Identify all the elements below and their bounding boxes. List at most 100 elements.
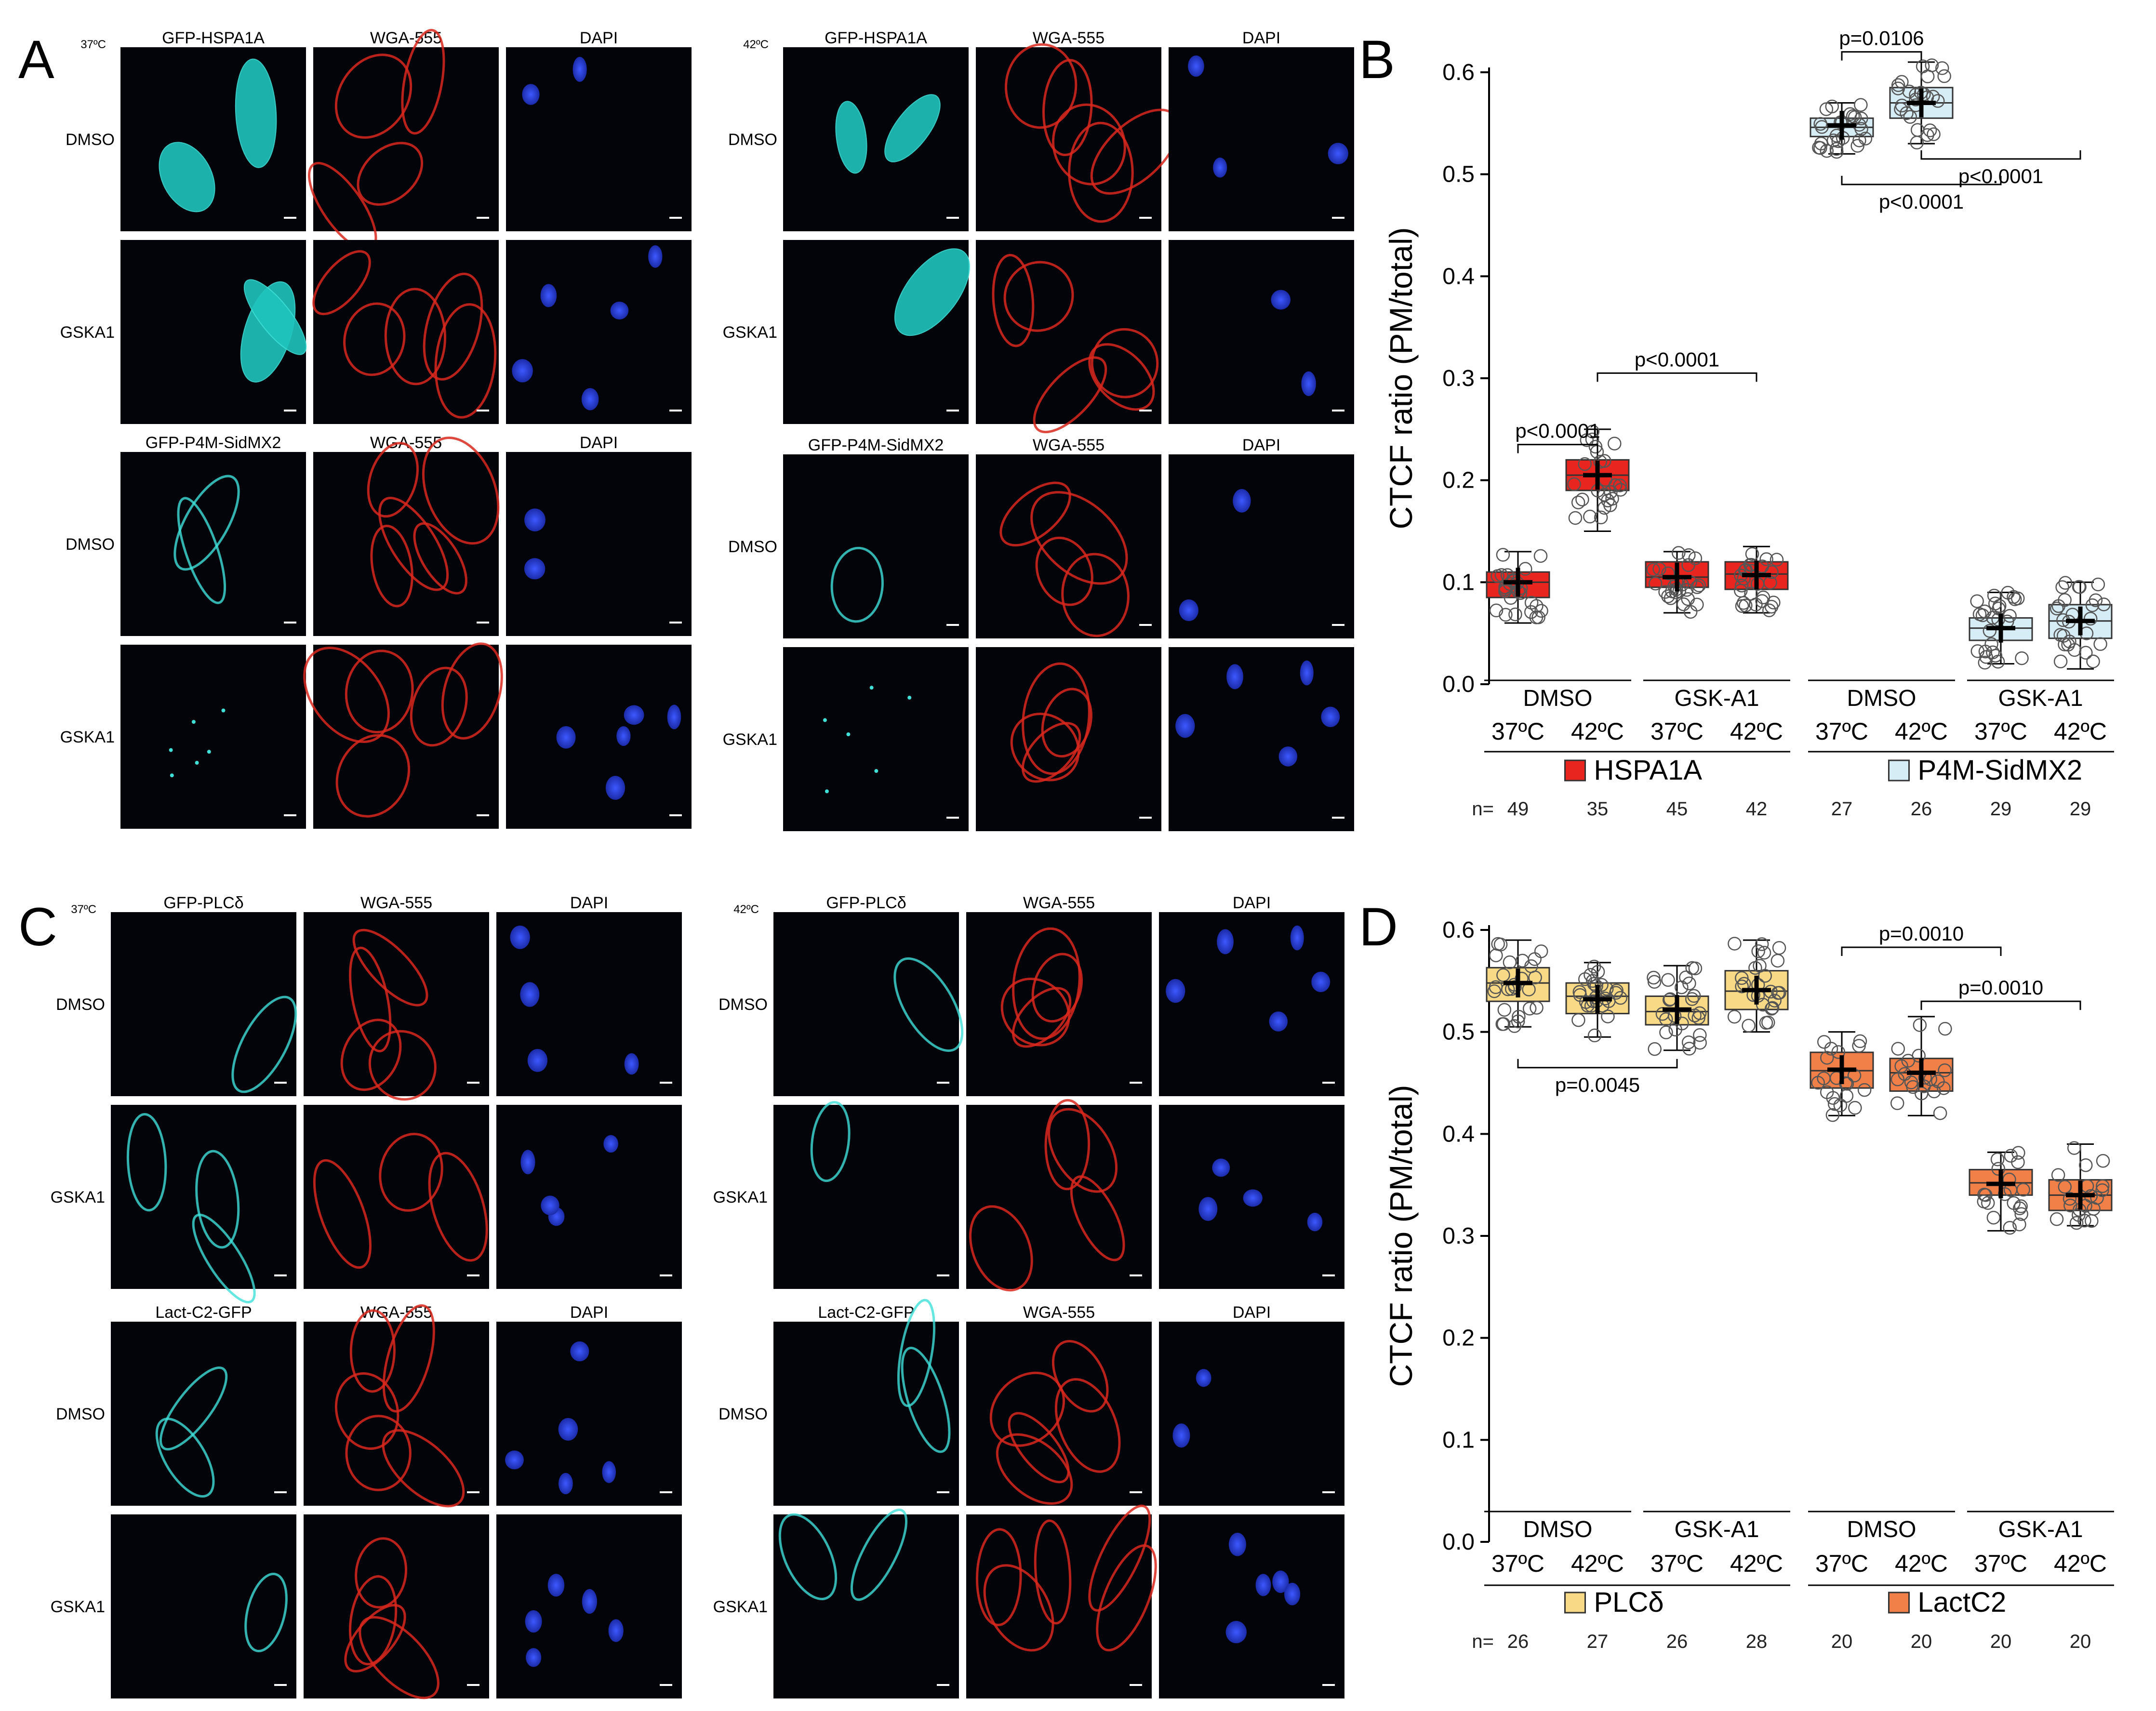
data-point	[1613, 991, 1628, 1005]
data-point	[2083, 611, 2098, 626]
data-point	[1817, 1035, 1831, 1049]
data-point	[1728, 937, 1742, 951]
p-value-label: p=0.0106	[1839, 27, 1924, 50]
data-point	[2015, 651, 2029, 665]
micrograph-image	[111, 1514, 296, 1698]
temperature-tick-label: 42ºC	[1571, 1550, 1624, 1577]
data-point	[1587, 1028, 1602, 1043]
data-point	[1826, 1091, 1840, 1105]
data-point	[2050, 1212, 2064, 1226]
data-point	[2079, 646, 2093, 660]
treatment-row-label: DMSO	[719, 995, 768, 1014]
data-point	[1745, 547, 1759, 561]
data-point	[2010, 591, 2025, 606]
micrograph-image	[120, 645, 306, 829]
y-tick-label: 0.4	[1442, 1121, 1475, 1147]
scale-bar	[1130, 1274, 1142, 1276]
membrane-mark	[1012, 927, 1081, 1040]
data-point	[1913, 1018, 1927, 1032]
scale-bar	[477, 410, 489, 411]
membrane-mark	[401, 29, 445, 135]
sample-size-label: 28	[1746, 1631, 1768, 1652]
nucleus-mark	[1300, 660, 1314, 686]
nucleus-mark	[1217, 929, 1234, 955]
data-point	[1693, 1028, 1707, 1042]
legend-series-name: P4M-SidMX2	[1918, 755, 2083, 786]
nucleus-mark	[1301, 371, 1316, 396]
membrane-mark	[1088, 1504, 1151, 1612]
scale-bar	[274, 1491, 287, 1493]
micrograph-image	[1169, 240, 1354, 424]
data-point	[2097, 597, 2111, 611]
data-point	[1770, 553, 1784, 567]
data-point	[1691, 1011, 1705, 1025]
data-point	[1688, 961, 1703, 976]
temperature-label: 37ºC	[71, 903, 96, 916]
nucleus-mark	[1188, 55, 1204, 77]
box-5	[1810, 98, 1874, 159]
nucleus-mark	[1269, 1011, 1288, 1032]
nucleus-mark	[1196, 1369, 1211, 1387]
data-point	[1895, 98, 1909, 113]
data-point	[1814, 136, 1828, 151]
treatment-group-label: DMSO	[1847, 1517, 1916, 1542]
scale-bar	[274, 1082, 287, 1084]
data-point	[1681, 1035, 1696, 1049]
micrograph-image	[783, 647, 969, 831]
data-point	[2011, 1146, 2025, 1160]
data-point	[1820, 1051, 1834, 1065]
data-point	[1613, 478, 1627, 492]
cell-mark	[810, 1101, 851, 1182]
data-point	[1902, 84, 1916, 99]
treatment-row-label: DMSO	[56, 1405, 105, 1423]
data-point	[1503, 955, 1517, 969]
data-point	[1609, 986, 1623, 1000]
data-point	[1584, 968, 1597, 982]
significance-bracket	[1841, 51, 1922, 61]
data-point	[1850, 139, 1864, 153]
membrane-mark	[441, 642, 503, 740]
cell-mark	[126, 1113, 167, 1212]
data-point	[1853, 1034, 1867, 1048]
membrane-mark	[1068, 121, 1134, 223]
data-point	[2053, 628, 2067, 642]
nucleus-mark	[1243, 1189, 1263, 1207]
data-point	[2067, 643, 2082, 657]
data-point	[1530, 599, 1544, 613]
temperature-tick-label: 37ºC	[1815, 1550, 1868, 1577]
treatment-group-label: GSK-A1	[1674, 686, 1759, 711]
scale-bar	[1332, 624, 1344, 626]
data-point	[1687, 989, 1701, 1003]
microscopy-panel-c: 37ºC GFP-PLCδ WGA-555 DAPI DMSO GSKA1 42ºC GFP-…	[51, 894, 1344, 1699]
channel-label: GFP-HSPA1A	[162, 29, 265, 47]
data-point	[1915, 1087, 1929, 1101]
data-point	[1813, 141, 1827, 155]
data-point	[1571, 495, 1585, 510]
data-point	[1681, 558, 1695, 572]
membrane-mark	[1044, 1099, 1091, 1191]
scale-bar	[467, 1274, 479, 1276]
membrane-mark	[357, 142, 424, 206]
data-point	[1690, 597, 1704, 612]
data-point	[1970, 594, 1984, 608]
scale-bar	[1332, 410, 1344, 411]
data-point	[2058, 576, 2073, 590]
channel-label: WGA-555	[360, 894, 432, 912]
temperature-label: 37ºC	[80, 38, 106, 51]
membrane-mark	[345, 1415, 412, 1491]
data-point	[1688, 1008, 1702, 1022]
nucleus-mark	[1271, 290, 1291, 310]
data-point	[1727, 1009, 1742, 1024]
legend-swatch	[1888, 1592, 1910, 1614]
data-point	[1735, 979, 1749, 994]
sample-size-label: 42	[1746, 798, 1768, 820]
data-point	[1677, 597, 1690, 611]
data-point	[1511, 1014, 1525, 1028]
nucleus-mark	[1166, 979, 1185, 1003]
treatment-row-label: GSKA1	[713, 1188, 768, 1207]
treatment-group-label: DMSO	[1523, 1517, 1593, 1542]
nucleus-mark	[1255, 1574, 1271, 1596]
channel-label: DAPI	[580, 434, 618, 452]
puncta-mark	[907, 695, 912, 700]
cell-mark	[195, 1150, 240, 1249]
